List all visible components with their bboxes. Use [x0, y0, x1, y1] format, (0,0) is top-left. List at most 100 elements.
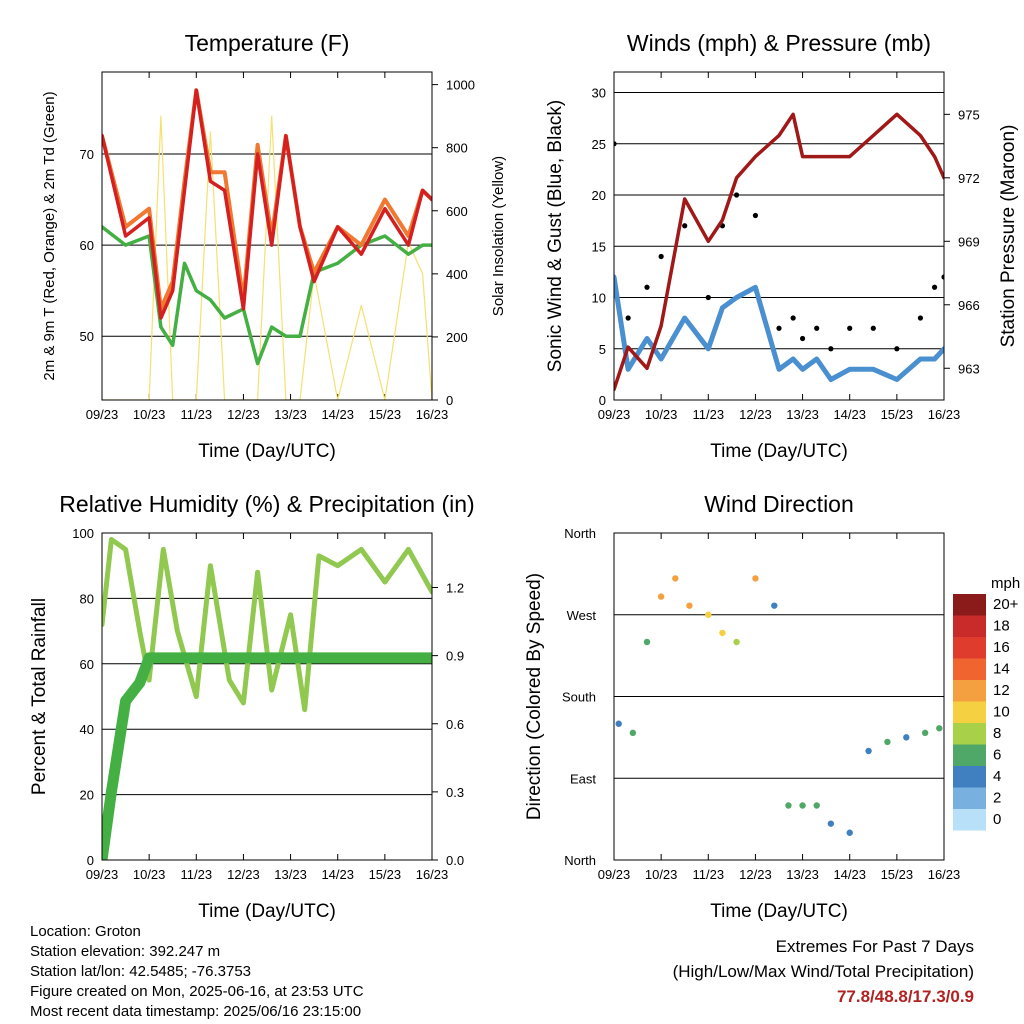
- temp-9m-line: [102, 88, 432, 311]
- wind-direction-point: [884, 738, 891, 746]
- wind-direction-point: [643, 638, 651, 646]
- y2-tick-label: 966: [958, 298, 980, 313]
- created-text: Figure created on Mon, 2025-06-16, at 23…: [30, 983, 364, 1000]
- legend-swatch: [953, 787, 986, 809]
- y-axis-label: 2m & 9m T (Red, Orange) & 2m Td (Green): [41, 91, 58, 380]
- y-tick-label: 60: [80, 238, 94, 253]
- gust-point: [614, 141, 617, 147]
- gust-point: [847, 325, 853, 331]
- y-tick-label: North: [564, 853, 596, 868]
- location-text: Location: Groton: [30, 923, 141, 940]
- gust-point: [814, 325, 820, 331]
- wind-direction-point: [686, 602, 693, 609]
- x-tick-label: 13/23: [274, 867, 307, 882]
- y2-axis-label: Station Pressure (Maroon): [998, 125, 1019, 348]
- x-tick-label: 14/23: [833, 407, 866, 422]
- y2-tick-label: 0.9: [446, 649, 464, 664]
- x-tick-label: 09/23: [86, 407, 119, 422]
- panel-title: Winds (mph) & Pressure (mb): [627, 30, 931, 56]
- legend-swatch: [953, 701, 986, 723]
- gust-point: [776, 325, 782, 331]
- wind-direction-point: [921, 729, 929, 737]
- dewpoint-line: [102, 225, 432, 366]
- wind-direction-point: [629, 729, 637, 737]
- panel-2: Winds (mph) & Pressure (mb) Time (Day/UTC…: [545, 30, 1019, 462]
- x-tick-label: 13/23: [786, 867, 819, 882]
- legend-label: 2: [993, 790, 1001, 807]
- wind-direction-point: [799, 802, 806, 809]
- x-axis-label: Time (Day/UTC): [198, 901, 336, 922]
- gust-point: [799, 335, 806, 342]
- y2-tick-label: 800: [446, 141, 468, 156]
- gust-point: [705, 294, 711, 301]
- y2-tick-label: 0.6: [446, 717, 464, 732]
- gust-point: [894, 346, 900, 352]
- x-tick-label: 10/23: [645, 867, 678, 882]
- y-axis-label: Percent & Total Rainfall: [29, 598, 50, 795]
- legend-swatch: [953, 809, 986, 831]
- legend-label: 10: [993, 704, 1010, 721]
- x-tick-label: 13/23: [274, 407, 307, 422]
- gust-point: [733, 192, 740, 198]
- recent-data-text: Most recent data timestamp: 2025/06/16 2…: [30, 1003, 362, 1020]
- legend-swatch: [953, 723, 986, 745]
- extremes-subtitle: (High/Low/Max Wind/Total Precipitation): [672, 962, 974, 981]
- x-tick-label: 10/23: [133, 867, 166, 882]
- panel-title: Wind Direction: [704, 491, 854, 517]
- x-tick-label: 09/23: [598, 407, 631, 422]
- x-tick-label: 14/23: [321, 867, 354, 882]
- x-tick-label: 10/23: [133, 407, 166, 422]
- elevation-text: Station elevation: 392.247 m: [30, 943, 221, 960]
- legend-label: 8: [993, 725, 1001, 742]
- x-tick-label: 14/23: [321, 407, 354, 422]
- y-tick-label: 15: [592, 239, 606, 254]
- x-tick-label: 12/23: [227, 407, 260, 422]
- y-tick-label: 30: [592, 86, 606, 101]
- wind-direction-point: [785, 802, 792, 809]
- legend-swatch: [953, 615, 986, 637]
- y2-tick-label: 200: [446, 330, 468, 345]
- panel-title: Temperature (F): [185, 30, 350, 56]
- x-tick-label: 16/23: [928, 407, 961, 422]
- y-axis-label: Direction (Colored By Speed): [524, 573, 545, 820]
- y2-tick-label: 400: [446, 267, 468, 282]
- legend-swatch: [953, 680, 986, 702]
- legend-swatch: [953, 637, 986, 659]
- y-tick-label: 10: [592, 291, 606, 306]
- gust-point: [917, 315, 924, 321]
- legend-swatch: [953, 658, 986, 680]
- wind-direction-point: [846, 829, 853, 836]
- plot-frame: [613, 532, 945, 861]
- legend-label: 4: [993, 768, 1001, 785]
- y-tick-label: 40: [80, 722, 94, 737]
- wind-direction-point: [705, 611, 712, 618]
- wind-direction-point: [672, 575, 679, 582]
- x-axis-label: Time (Day/UTC): [198, 441, 336, 462]
- gust-point: [682, 223, 688, 229]
- panel-1: Temperature (F) Time (Day/UTC) 09/23 10/23 1…: [41, 30, 507, 462]
- gust-point: [828, 346, 834, 352]
- y-tick-label: 50: [80, 329, 94, 344]
- legend-label: 6: [993, 747, 1001, 764]
- y2-tick-label: 0: [446, 393, 453, 408]
- x-tick-label: 12/23: [739, 867, 772, 882]
- latlon-text: Station lat/lon: 42.5485; -76.3753: [30, 963, 252, 980]
- sonic-wind-line: [614, 274, 944, 382]
- y2-tick-label: 0.3: [446, 785, 464, 800]
- wind-direction-point: [733, 638, 740, 646]
- solar-insolation-line: [102, 115, 432, 400]
- wind-direction-point: [827, 820, 835, 827]
- y2-tick-label: 1.2: [446, 581, 464, 596]
- y2-tick-label: 969: [958, 234, 980, 249]
- x-tick-label: 09/23: [86, 867, 119, 882]
- extremes-block: Extremes For Past 7 Days (High/Low/Max W…: [673, 934, 974, 1009]
- station-info: Location: Groton Station elevation: 392.…: [30, 922, 364, 1022]
- y-tick-label: North: [564, 526, 596, 541]
- y2-tick-label: 975: [958, 107, 980, 122]
- wind-direction-point: [719, 629, 726, 637]
- x-tick-label: 15/23: [369, 407, 402, 422]
- y2-tick-label: 1000: [446, 78, 475, 93]
- y2-tick-label: 963: [958, 361, 980, 376]
- x-tick-label: 09/23: [598, 867, 631, 882]
